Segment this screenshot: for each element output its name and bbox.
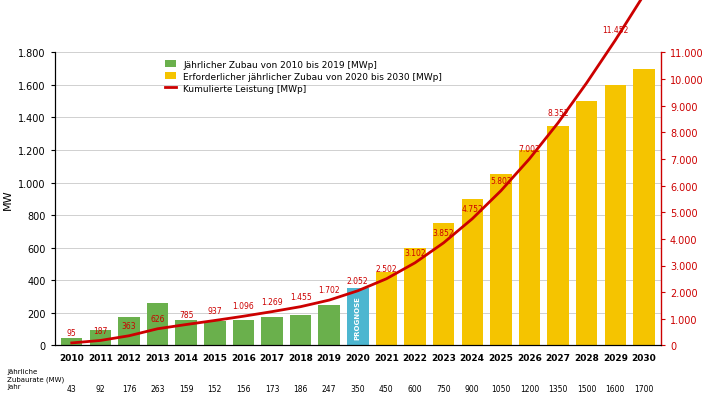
Text: 1.096: 1.096 (232, 302, 254, 310)
Bar (118, 317, 140, 346)
Bar (576, 102, 598, 346)
Text: 4.752: 4.752 (462, 204, 483, 213)
Legend: Jährlicher Zubau von 2010 bis 2019 [MWp], Erforderlicher jährlicher Zubau von 20: Jährlicher Zubau von 2010 bis 2019 [MWp]… (162, 58, 445, 96)
Text: 1350: 1350 (548, 384, 568, 393)
Text: 1.269: 1.269 (261, 297, 282, 306)
Text: 7.002: 7.002 (518, 145, 540, 154)
Bar (261, 317, 282, 346)
Text: 750: 750 (436, 384, 451, 393)
Text: 186: 186 (293, 384, 308, 393)
Bar (175, 320, 197, 346)
Text: 8.352: 8.352 (547, 109, 569, 118)
Bar (376, 272, 397, 346)
Text: 1600: 1600 (606, 384, 625, 393)
Text: 1700: 1700 (634, 384, 654, 393)
Text: 937: 937 (207, 306, 222, 315)
Bar (204, 321, 226, 346)
Text: 363: 363 (122, 321, 136, 330)
Text: 152: 152 (207, 384, 222, 393)
Text: 1.702: 1.702 (318, 285, 340, 294)
Text: 11.452: 11.452 (602, 26, 628, 35)
Bar (147, 303, 168, 346)
Bar (604, 85, 626, 346)
Bar (347, 289, 368, 346)
Text: 1050: 1050 (491, 384, 510, 393)
Bar (519, 151, 540, 346)
Text: 785: 785 (179, 310, 194, 319)
Text: 92: 92 (95, 384, 105, 393)
Text: 450: 450 (379, 384, 394, 393)
Text: 176: 176 (122, 384, 136, 393)
Text: 600: 600 (408, 384, 422, 393)
Text: 1200: 1200 (520, 384, 539, 393)
Bar (290, 315, 312, 346)
Bar (547, 126, 569, 346)
Text: 5.802: 5.802 (490, 177, 512, 186)
Text: 263: 263 (150, 384, 165, 393)
Text: 156: 156 (236, 384, 250, 393)
Text: PROGNOSE: PROGNOSE (355, 295, 361, 339)
Y-axis label: MW: MW (2, 189, 12, 210)
Text: 159: 159 (179, 384, 194, 393)
Bar (633, 70, 654, 346)
Text: 1500: 1500 (577, 384, 596, 393)
Text: 173: 173 (265, 384, 280, 393)
Bar (90, 330, 111, 346)
Text: 2.052: 2.052 (347, 276, 368, 285)
Text: 3.852: 3.852 (433, 228, 454, 237)
Text: 1.455: 1.455 (290, 292, 312, 301)
Text: 2.502: 2.502 (376, 264, 397, 273)
Text: Jährliche
Zubaurate (MW)
Jahr: Jährliche Zubaurate (MW) Jahr (7, 368, 65, 389)
Bar (433, 224, 454, 346)
Bar (404, 248, 426, 346)
Bar (462, 199, 483, 346)
Text: 900: 900 (465, 384, 480, 393)
Text: 187: 187 (93, 326, 108, 335)
Text: 43: 43 (67, 384, 76, 393)
Text: 350: 350 (350, 384, 365, 393)
Text: 3.102: 3.102 (404, 248, 426, 257)
Text: 626: 626 (150, 314, 165, 323)
Bar (61, 339, 82, 346)
Text: 95: 95 (67, 328, 76, 337)
Bar (318, 306, 340, 346)
Text: 247: 247 (322, 384, 336, 393)
Bar (490, 175, 512, 346)
Bar (233, 320, 254, 346)
